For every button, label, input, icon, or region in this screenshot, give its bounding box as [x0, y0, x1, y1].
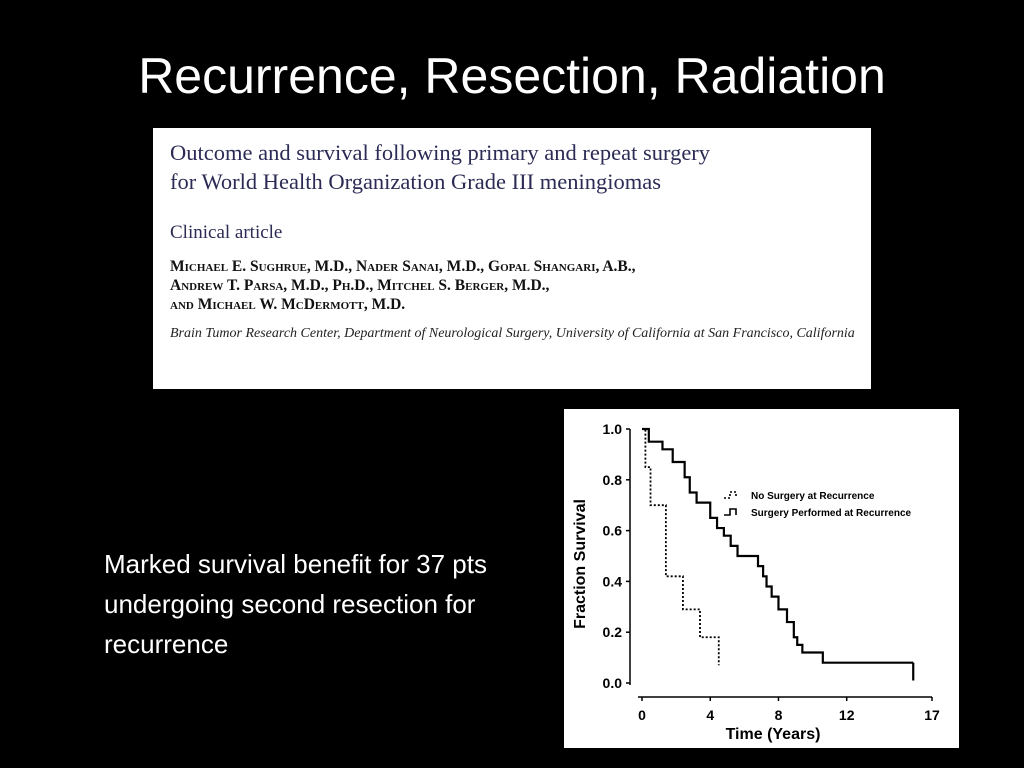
series-surgery-line [642, 427, 915, 681]
article-affiliation: Brain Tumor Research Center, Department … [170, 326, 855, 341]
series-no-surgery-line [642, 428, 720, 666]
article-header-image: Outcome and survival following primary a… [153, 128, 871, 389]
y-axis-label: Fraction Survival [572, 499, 589, 629]
article-authors: Michael E. Sughrue, M.D., Nader Sanai, M… [170, 257, 855, 314]
survival-chart-panel: 0.0 0.2 0.4 0.6 0.8 1.0 0 4 8 12 17 Time (Years) Fra… [564, 409, 959, 748]
x-tick-label: 8 [775, 707, 783, 723]
x-tick-label: 12 [839, 707, 855, 723]
article-type: Clinical article [170, 222, 283, 243]
legend-swatch-no-surgery [724, 491, 737, 499]
x-axis-label: Time (Years) [726, 726, 821, 743]
legend-label-no-surgery: No Surgery at Recurrence [751, 491, 875, 502]
survival-chart: 0.0 0.2 0.4 0.6 0.8 1.0 0 4 8 12 17 Time (Years) Fra… [572, 421, 940, 743]
y-tick-label: 0.0 [603, 675, 623, 691]
article-title-line-2: for World Health Organization Grade III … [170, 169, 661, 194]
authors-line-2: Andrew T. Parsa, M.D., Ph.D., Mitchel S.… [170, 277, 550, 294]
legend-label-surgery: Surgery Performed at Recurrence [751, 508, 912, 519]
x-tick-label: 4 [706, 707, 714, 723]
y-tick-label: 0.2 [603, 624, 623, 640]
article-title: Outcome and survival following primary a… [170, 138, 855, 196]
x-tick-label: 0 [638, 707, 646, 723]
y-tick-label: 1.0 [603, 421, 623, 437]
y-tick-label: 0.6 [603, 523, 623, 539]
legend-swatch-surgery [724, 508, 737, 516]
authors-line-3: and Michael W. McDermott, M.D. [170, 296, 406, 313]
slide-title: Recurrence, Resection, Radiation [138, 48, 886, 104]
article-title-line-1: Outcome and survival following primary a… [170, 140, 711, 165]
x-tick-label: 17 [924, 707, 940, 723]
slide-body-text: Marked survival benefit for 37 pts under… [104, 549, 487, 659]
authors-line-1: Michael E. Sughrue, M.D., Nader Sanai, M… [170, 258, 636, 275]
y-tick-label: 0.4 [603, 573, 623, 589]
y-tick-label: 0.8 [603, 472, 623, 488]
